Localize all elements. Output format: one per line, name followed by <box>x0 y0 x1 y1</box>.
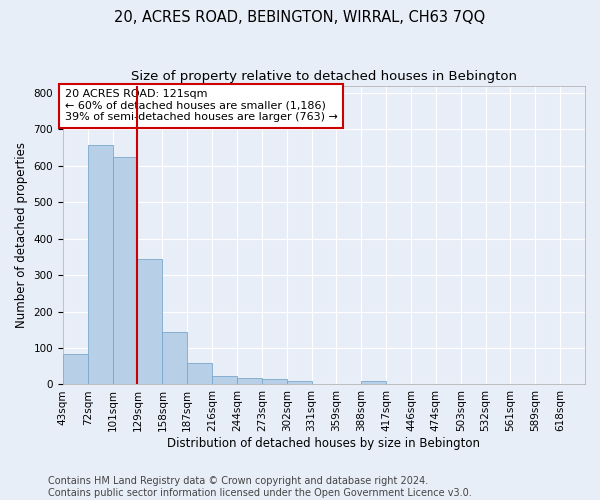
Text: Contains HM Land Registry data © Crown copyright and database right 2024.
Contai: Contains HM Land Registry data © Crown c… <box>48 476 472 498</box>
Bar <box>88 144 113 384</box>
Bar <box>63 354 88 384</box>
Bar <box>212 376 237 384</box>
Bar <box>287 381 311 384</box>
Bar <box>187 364 212 384</box>
X-axis label: Distribution of detached houses by size in Bebington: Distribution of detached houses by size … <box>167 437 481 450</box>
Text: 20 ACRES ROAD: 121sqm
← 60% of detached houses are smaller (1,186)
39% of semi-d: 20 ACRES ROAD: 121sqm ← 60% of detached … <box>65 89 337 122</box>
Title: Size of property relative to detached houses in Bebington: Size of property relative to detached ho… <box>131 70 517 83</box>
Y-axis label: Number of detached properties: Number of detached properties <box>15 142 28 328</box>
Bar <box>113 156 137 384</box>
Bar <box>163 332 187 384</box>
Bar <box>361 381 386 384</box>
Bar <box>137 258 163 384</box>
Text: 20, ACRES ROAD, BEBINGTON, WIRRAL, CH63 7QQ: 20, ACRES ROAD, BEBINGTON, WIRRAL, CH63 … <box>115 10 485 25</box>
Bar <box>262 379 287 384</box>
Bar <box>237 378 262 384</box>
